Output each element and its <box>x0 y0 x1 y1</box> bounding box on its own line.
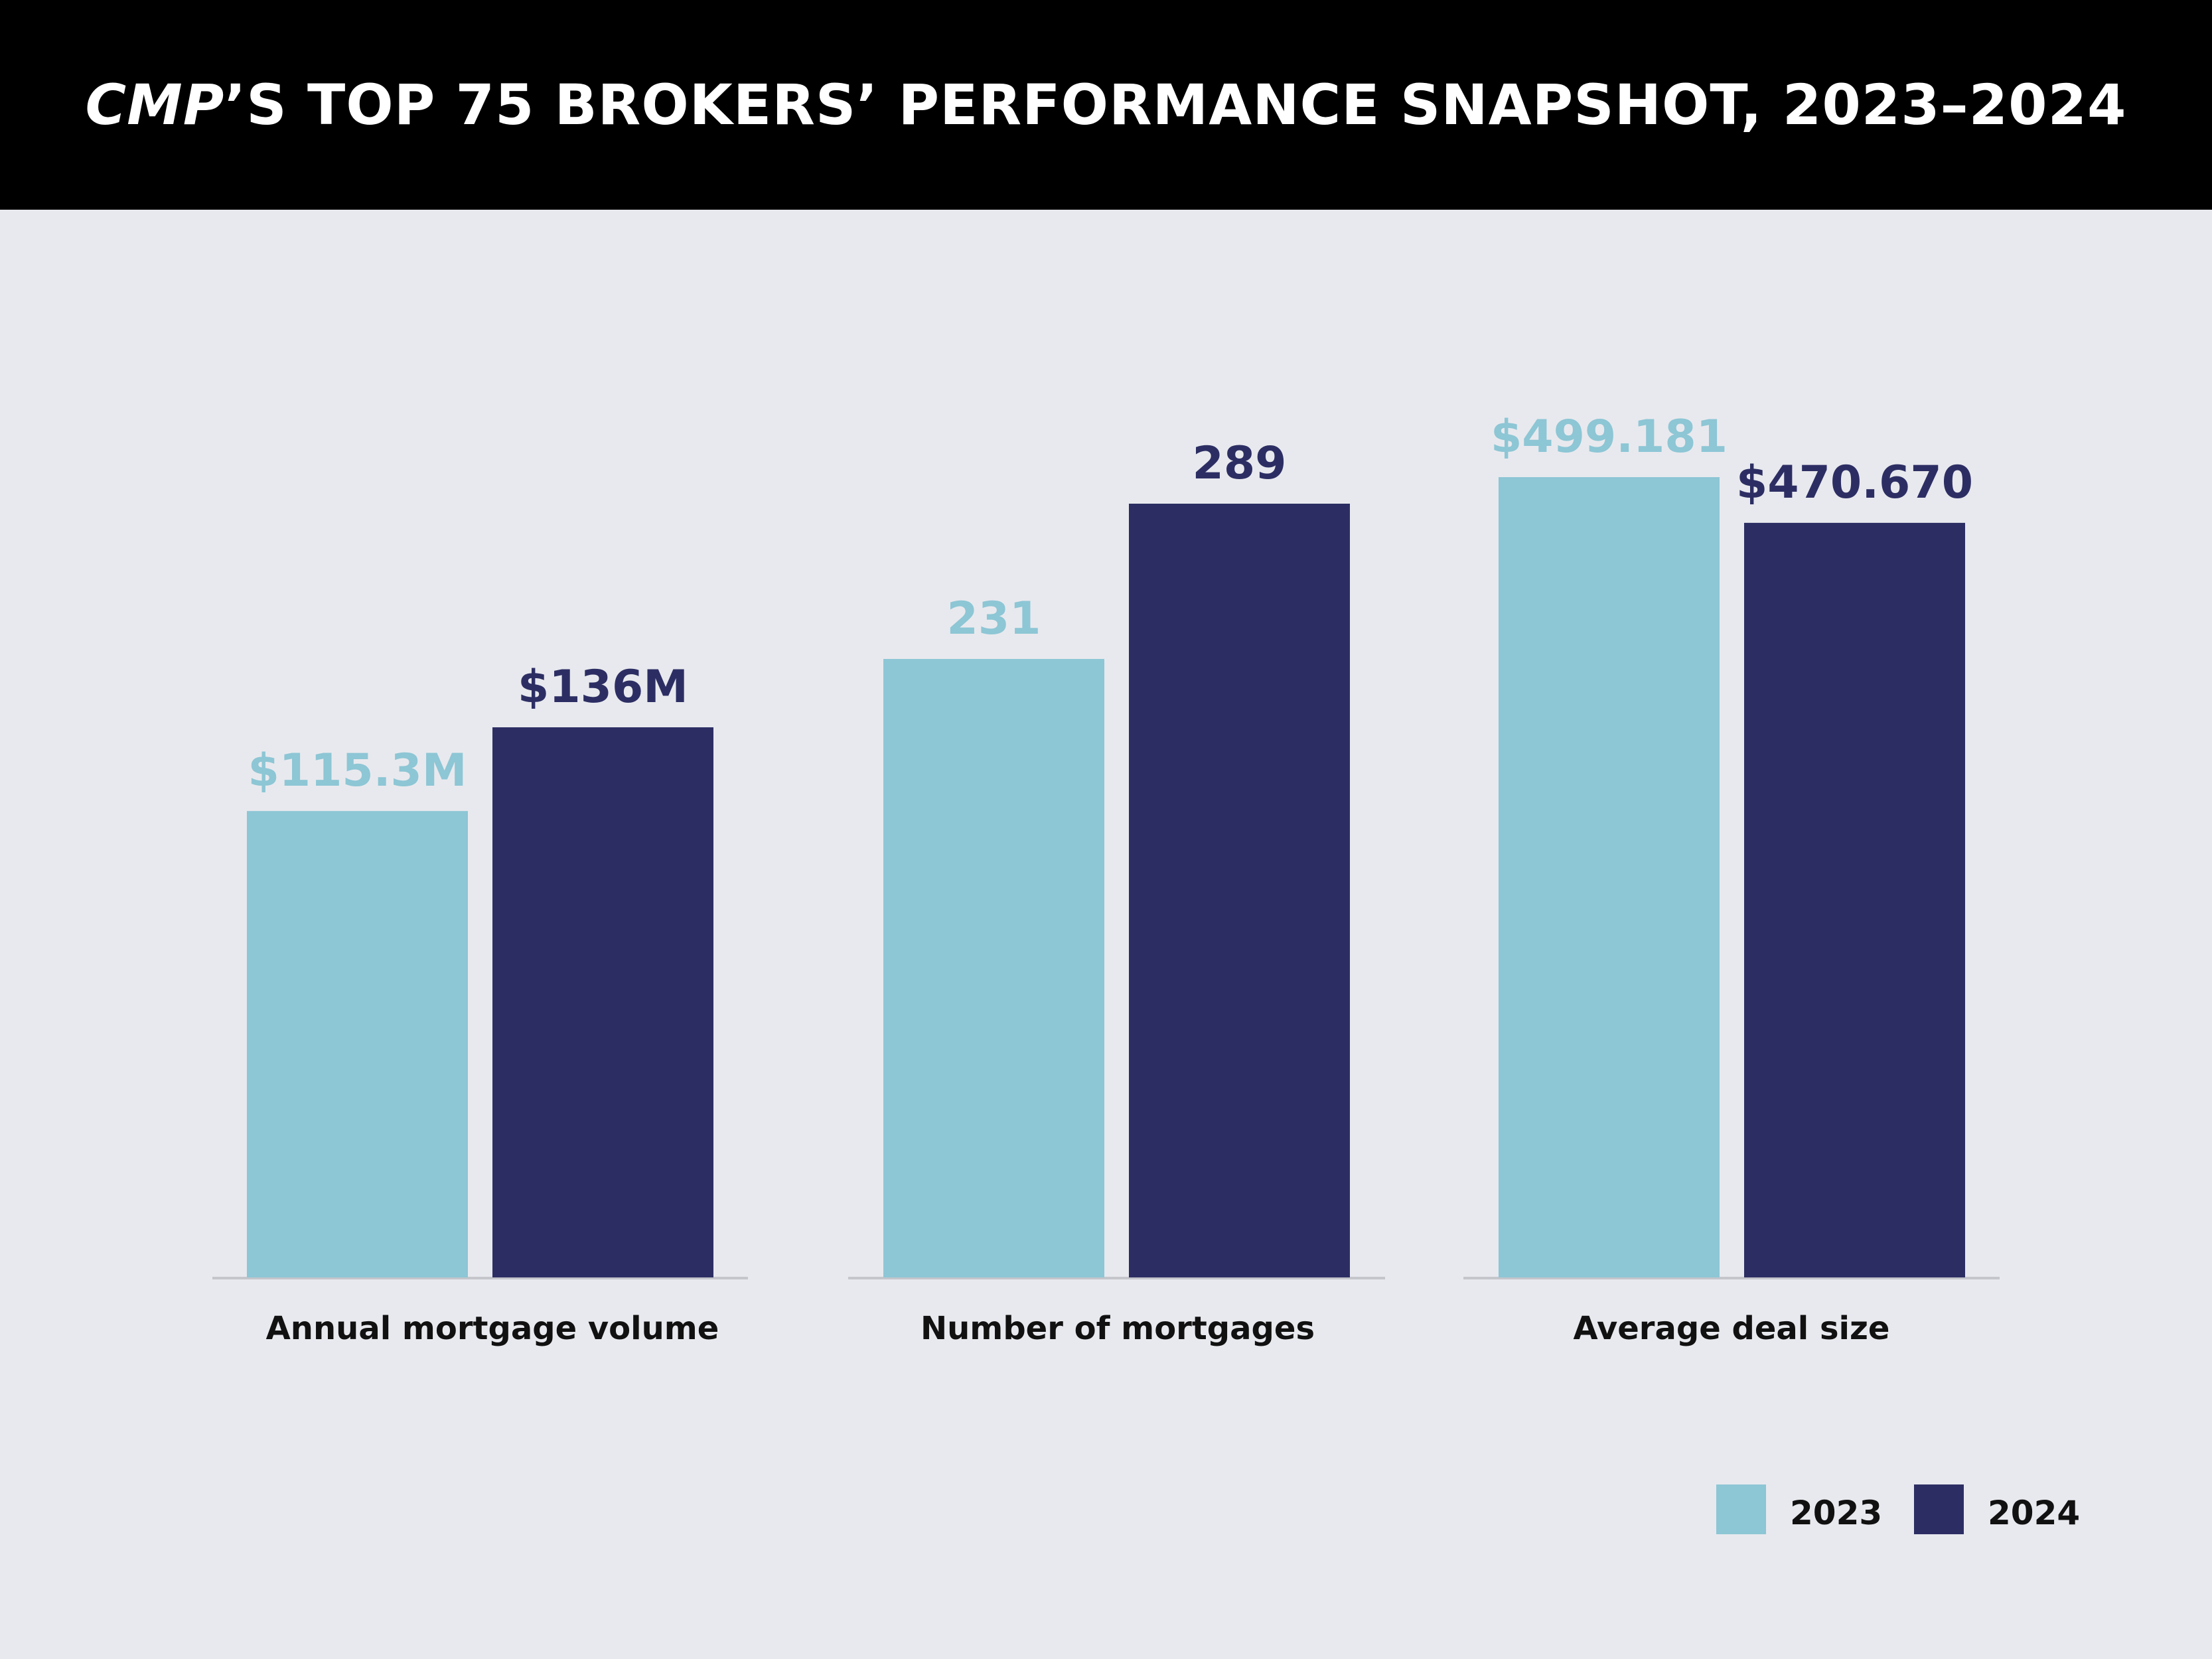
legend-swatch-2024 <box>1914 1484 1964 1534</box>
category-label-1: Number of mortgages <box>921 1310 1315 1347</box>
title-rest: ’S TOP 75 BROKERS’ PERFORMANCE SNAPSHOT,… <box>224 72 2127 137</box>
category-label-0: Annual mortgage volume <box>266 1310 719 1347</box>
data-label-2023-1: 231 <box>947 593 1041 645</box>
bar-2023-1 <box>883 659 1104 1277</box>
legend-swatch-2023 <box>1716 1484 1766 1534</box>
data-label-2024-0: $136M <box>518 661 688 713</box>
bar-2024-0 <box>492 727 713 1277</box>
bar-2024-2 <box>1744 522 1965 1277</box>
bar-2024-1 <box>1129 504 1350 1277</box>
header-bar: CMP’S TOP 75 BROKERS’ PERFORMANCE SNAPSH… <box>0 0 2212 210</box>
data-label-2023-2: $499.181 <box>1491 411 1728 463</box>
bar-2023-2 <box>1499 477 1720 1277</box>
chart-title: CMP’S TOP 75 BROKERS’ PERFORMANCE SNAPSH… <box>86 72 2127 137</box>
data-label-2024-1: 289 <box>1193 437 1287 490</box>
bar-2023-0 <box>247 811 468 1277</box>
category-label-2: Average deal size <box>1574 1310 1890 1347</box>
data-label-2024-2: $470.670 <box>1736 457 1973 509</box>
legend-label-2023: 2023 <box>1790 1494 1882 1532</box>
legend-label-2024: 2024 <box>1988 1494 2080 1532</box>
data-label-2023-0: $115.3M <box>248 745 467 797</box>
title-italic: CMP <box>85 72 225 137</box>
